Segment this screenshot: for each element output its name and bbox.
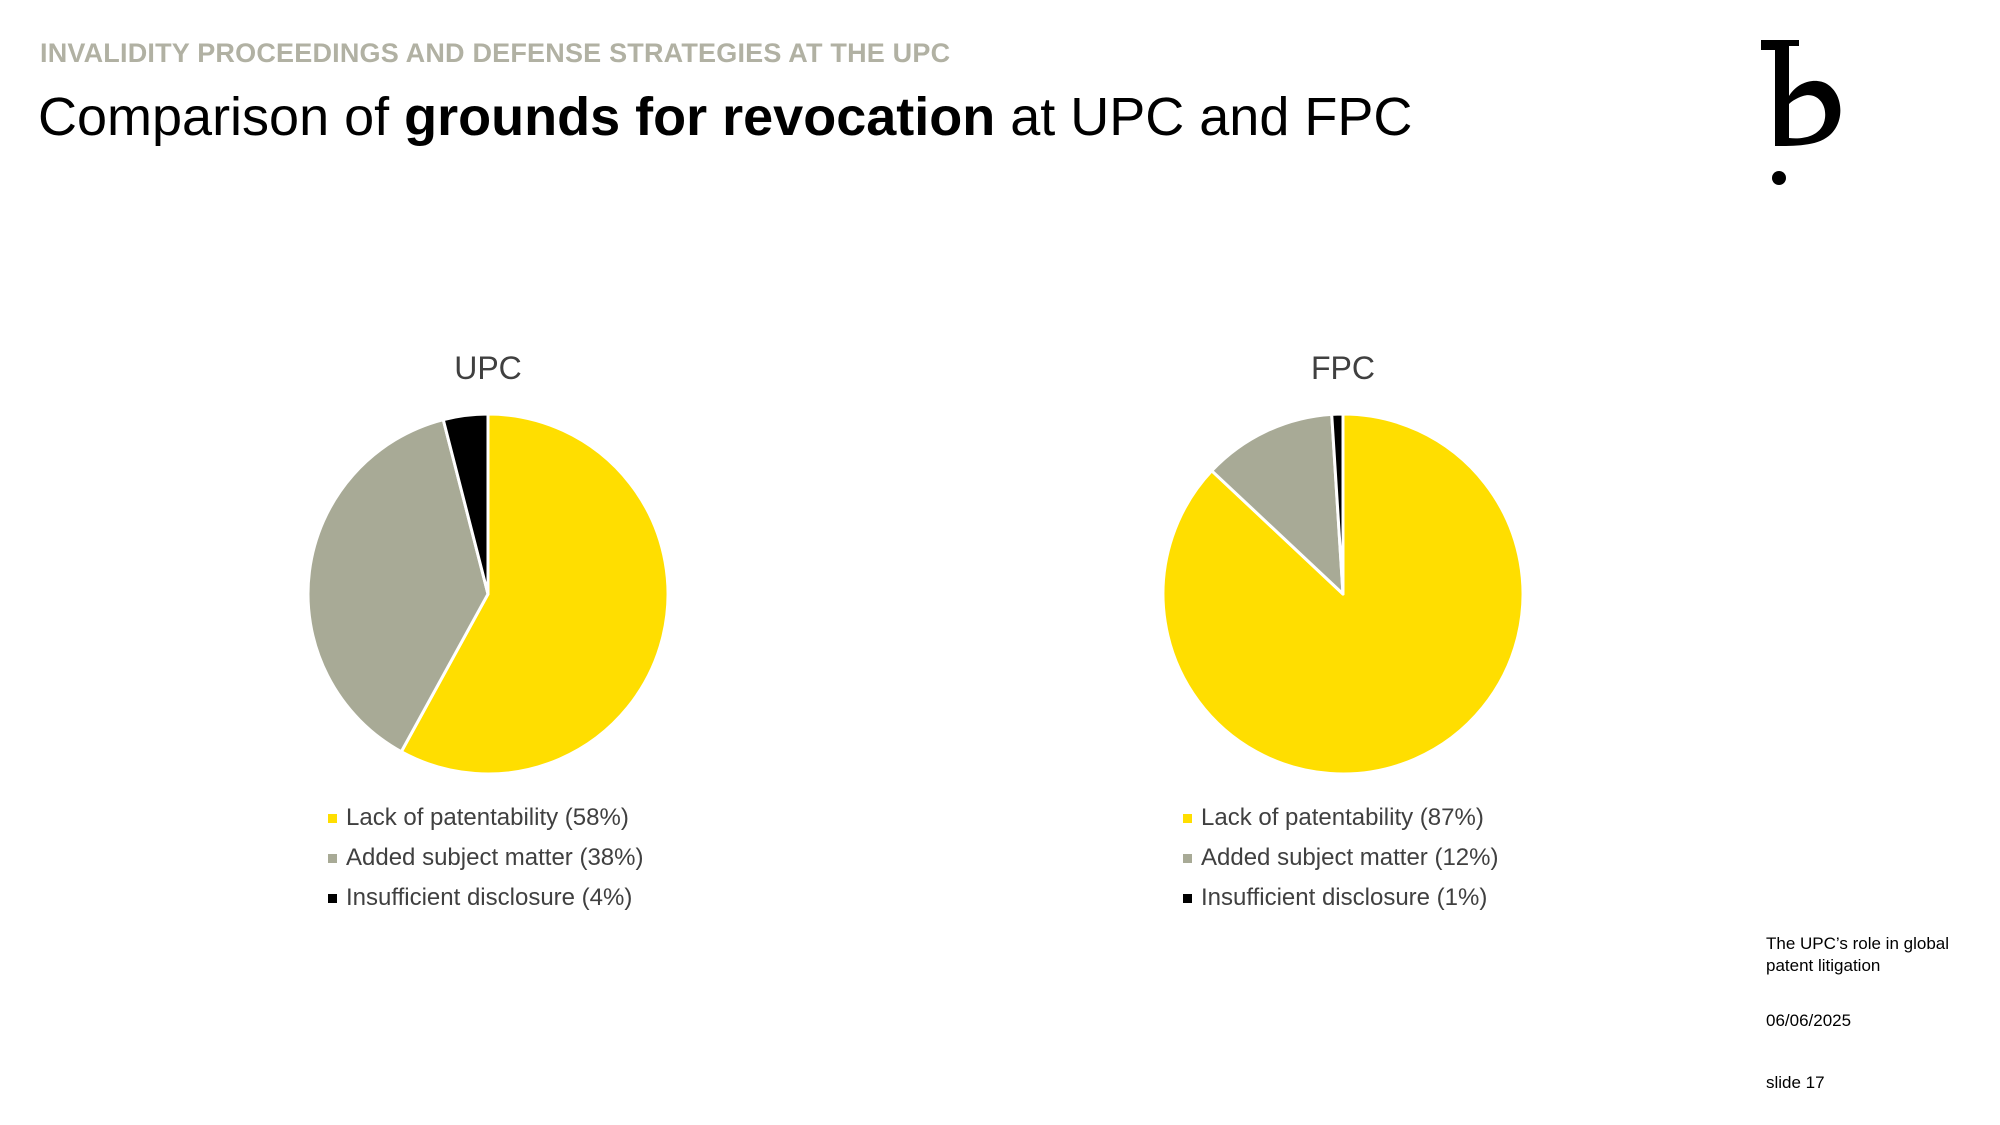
legend-label: Insufficient disclosure (4%): [346, 884, 632, 912]
title-prefix: Comparison of: [38, 87, 404, 147]
legend-swatch-insufficient: [328, 894, 337, 903]
fpc-legend-item-insufficient: Insufficient disclosure (1%): [1183, 878, 1498, 918]
fpc-legend-item-lack: Lack of patentability (87%): [1183, 798, 1498, 838]
legend-swatch-lack: [1183, 814, 1192, 823]
legend-label: Lack of patentability (58%): [346, 804, 629, 832]
footer-date: 06/06/2025: [1766, 1010, 1986, 1032]
page-title: Comparison of grounds for revocation at …: [38, 86, 1412, 148]
slide-number: slide 17: [1766, 1072, 1986, 1094]
legend-swatch-added: [328, 854, 337, 863]
upc-legend: Lack of patentability (58%) Added subjec…: [328, 798, 643, 918]
upc-legend-item-insufficient: Insufficient disclosure (4%): [328, 878, 643, 918]
legend-label: Insufficient disclosure (1%): [1201, 884, 1487, 912]
upc-chart: UPC Lack of patentability (58%) Added su…: [178, 340, 798, 930]
fpc-legend-item-added: Added subject matter (12%): [1183, 838, 1498, 878]
upc-legend-item-added: Added subject matter (38%): [328, 838, 643, 878]
fpc-legend: Lack of patentability (87%) Added subjec…: [1183, 798, 1498, 918]
legend-label: Added subject matter (38%): [346, 844, 643, 872]
footer-note: The UPC’s role in global patent litigati…: [1766, 933, 1986, 977]
legend-swatch-insufficient: [1183, 894, 1192, 903]
legend-swatch-lack: [328, 814, 337, 823]
title-suffix: at UPC and FPC: [995, 87, 1412, 147]
fpc-pie: [1033, 340, 1653, 800]
title-bold: grounds for revocation: [404, 87, 995, 147]
fpc-chart-title: FPC: [1033, 350, 1653, 387]
fpc-chart: FPC Lack of patentability (87%) Added su…: [1033, 340, 1653, 930]
section-eyebrow: INVALIDITY PROCEEDINGS AND DEFENSE STRAT…: [40, 38, 950, 69]
legend-label: Added subject matter (12%): [1201, 844, 1498, 872]
brand-logo: [1745, 34, 1855, 194]
upc-legend-item-lack: Lack of patentability (58%): [328, 798, 643, 838]
upc-pie: [178, 340, 798, 800]
upc-chart-title: UPC: [178, 350, 798, 387]
legend-swatch-added: [1183, 854, 1192, 863]
legend-label: Lack of patentability (87%): [1201, 804, 1484, 832]
